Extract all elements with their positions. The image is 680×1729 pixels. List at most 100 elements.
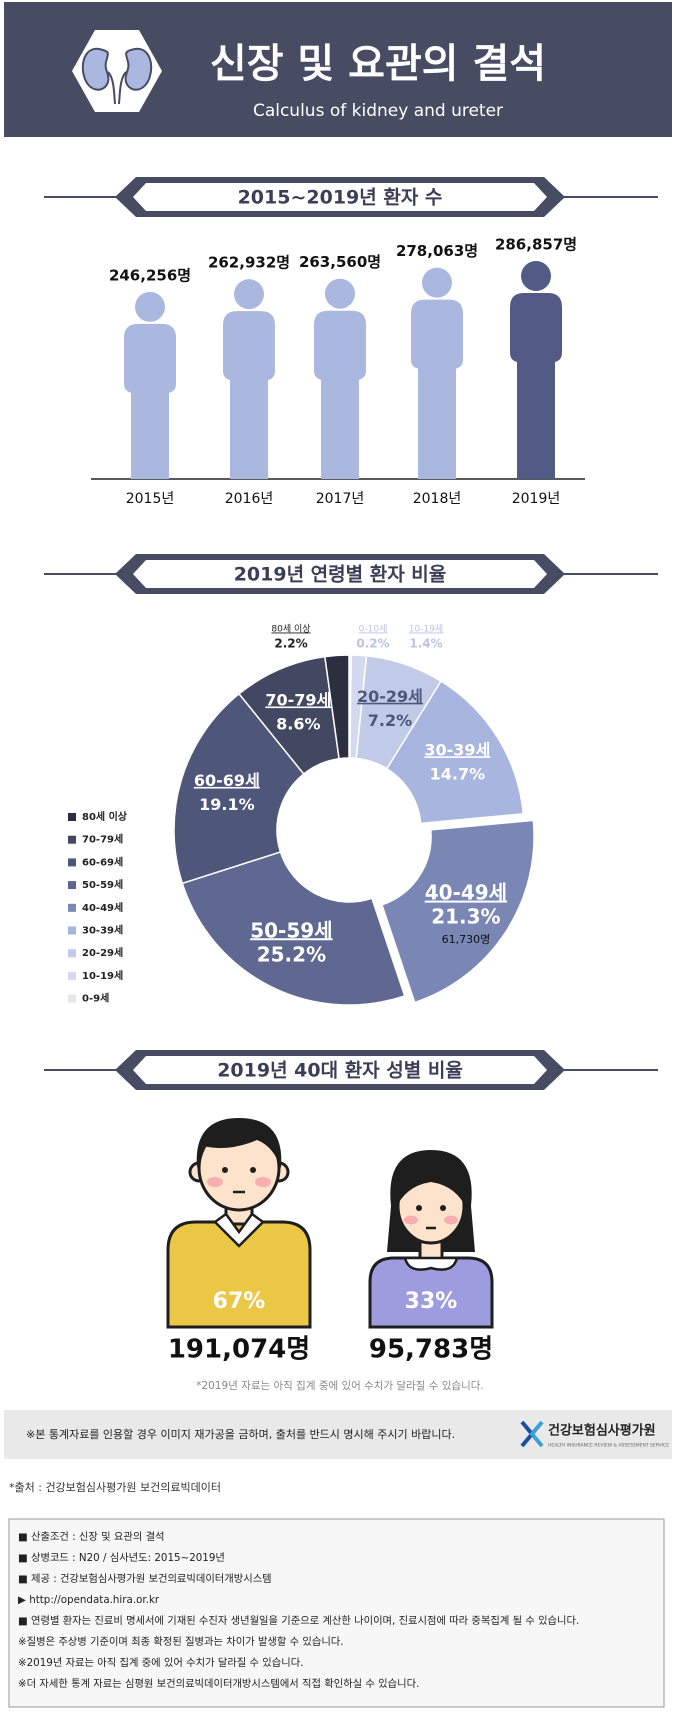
banner-text: ※본 통계자료를 인용할 경우 이미지 재가공을 금하며, 출처를 반드시 명시…	[26, 1427, 455, 1441]
slice-value-label: 25.2%	[257, 942, 326, 966]
slice-label: 60-69세	[194, 771, 260, 790]
slice-value-label: 2.2%	[274, 637, 307, 651]
slice-value-label: 7.2%	[368, 711, 412, 730]
value-label: 246,256명	[109, 266, 191, 284]
legend-label: 80세 이상	[82, 810, 128, 823]
legend-label: 50-59세	[82, 878, 123, 891]
slice-label: 40-49세	[425, 881, 507, 905]
donut-slice	[381, 819, 535, 1004]
slice-label: 80세 이상	[271, 624, 310, 635]
shirt	[166, 1220, 312, 1329]
x-tick-label: 2017년	[316, 491, 365, 507]
legend-swatch	[68, 903, 76, 912]
eye	[250, 1167, 256, 1173]
donut-slice	[385, 680, 525, 825]
slice-value-label: 8.6%	[276, 715, 320, 734]
legend-swatch	[68, 994, 76, 1003]
blouse	[368, 1256, 494, 1329]
legend-swatch	[68, 835, 76, 844]
slice-value-label: 1.4%	[409, 637, 442, 651]
note-line: ■ 상병코드 : N20 / 심사년도: 2015~2019년	[18, 1552, 225, 1564]
slice-value-label: 14.7%	[430, 764, 486, 783]
slice-value-label: 0.2%	[356, 637, 389, 651]
value-label: 263,560명	[299, 253, 381, 271]
x-tick-label: 2016년	[225, 491, 274, 507]
slice-label: 70-79세	[265, 691, 331, 710]
percent-label: 67%	[213, 1289, 266, 1314]
legend-label: 70-79세	[82, 833, 123, 846]
patient-figure-bar	[411, 267, 463, 479]
eye	[440, 1205, 446, 1211]
slice-label: 10-19세	[409, 624, 443, 635]
chart-note: *2019년 자료는 아직 집계 중에 있어 수치가 달라질 수 있습니다.	[196, 1380, 484, 1392]
ribbon-inner	[133, 1056, 547, 1084]
notes-box	[8, 1518, 665, 1708]
hair-front	[394, 1164, 468, 1210]
x-tick-label: 2018년	[413, 491, 462, 507]
legend-label: 0-9세	[82, 992, 109, 1005]
ribbon-inner	[133, 560, 547, 588]
note-line: ■ 제공 : 건강보험심사평가원 보건의료빅데이터개방시스템	[18, 1573, 272, 1585]
eye	[222, 1167, 228, 1173]
value-label: 262,932명	[208, 254, 290, 272]
count-label: 191,074명	[168, 1335, 310, 1365]
banner-background	[4, 1410, 672, 1459]
x-tick-label: 2015년	[126, 491, 175, 507]
logo-mark	[520, 1420, 544, 1448]
donut-slice	[181, 851, 406, 1006]
slice-annotation: 61,730명	[442, 933, 491, 946]
patient-figure-bar	[314, 278, 366, 479]
note-line: ※더 자세한 통계 자료는 심평원 보건의료빅데이터개방시스템에서 직접 확인하…	[18, 1677, 419, 1690]
slice-label: 0-10세	[359, 624, 388, 635]
legend-label: 40-49세	[82, 901, 123, 914]
legend-swatch	[68, 881, 76, 890]
legend-swatch	[68, 971, 76, 980]
value-label: 286,857명	[495, 236, 577, 254]
donut-slice	[173, 692, 305, 885]
section-title: 2019년 연령별 환자 비율	[234, 564, 447, 586]
source: *출처 : 건강보험심사평가원 보건의료빅데이터	[9, 1481, 221, 1494]
legend-swatch	[68, 926, 76, 935]
patient-figure-bar	[510, 261, 562, 479]
legend-swatch	[68, 813, 76, 821]
ribbon-inner	[133, 183, 547, 211]
slice-value-label: 21.3%	[431, 905, 500, 929]
legend-label: 20-29세	[82, 946, 123, 959]
legend-swatch	[68, 858, 76, 867]
note-line: ■ 연령별 환자는 진료비 명세서에 기재된 수진자 생년월일을 기준으로 계산…	[18, 1615, 579, 1627]
legend-label: 60-69세	[82, 855, 123, 868]
slice-label: 20-29세	[357, 687, 423, 706]
logo-subtext: HEALTH INSURANCE REVIEW & ASSESSMENT SER…	[548, 1443, 669, 1449]
eye	[416, 1205, 422, 1211]
header-subtitle: Calculus of kidney and ureter	[253, 101, 503, 121]
patient-figure-bar	[223, 279, 275, 479]
value-label: 278,063명	[396, 242, 478, 260]
blush	[255, 1177, 271, 1187]
legend-label: 10-19세	[82, 969, 123, 982]
collar	[213, 1212, 265, 1248]
donut-slice	[324, 654, 350, 760]
slice-label: 50-59세	[250, 918, 332, 942]
section-title: 2015~2019년 환자 수	[238, 187, 443, 209]
hair	[196, 1118, 282, 1168]
legend-swatch	[68, 949, 76, 958]
slice-value-label: 19.1%	[199, 795, 255, 814]
blush	[444, 1215, 458, 1225]
blush	[207, 1177, 223, 1187]
note-line: ▶ http://opendata.hira.or.kr	[18, 1594, 160, 1606]
section-title: 2019년 40대 환자 성별 비율	[217, 1060, 463, 1082]
header-title: 신장 및 요관의 결석	[210, 41, 546, 87]
percent-label: 33%	[405, 1289, 458, 1314]
x-tick-label: 2019년	[512, 491, 561, 507]
count-label: 95,783명	[369, 1335, 493, 1365]
kidney-icon	[72, 30, 162, 112]
slice-label: 30-39세	[424, 740, 490, 759]
note-line: ※2019년 자료는 아직 집계 중에 있어 수치가 달라질 수 있습니다.	[18, 1657, 303, 1669]
legend-label: 30-39세	[82, 924, 123, 937]
blush	[404, 1215, 418, 1225]
note-line: ※질병은 주상병 기준이며 최종 확정된 질병과는 차이가 발생할 수 있습니다…	[18, 1636, 344, 1648]
collar	[403, 1256, 459, 1271]
